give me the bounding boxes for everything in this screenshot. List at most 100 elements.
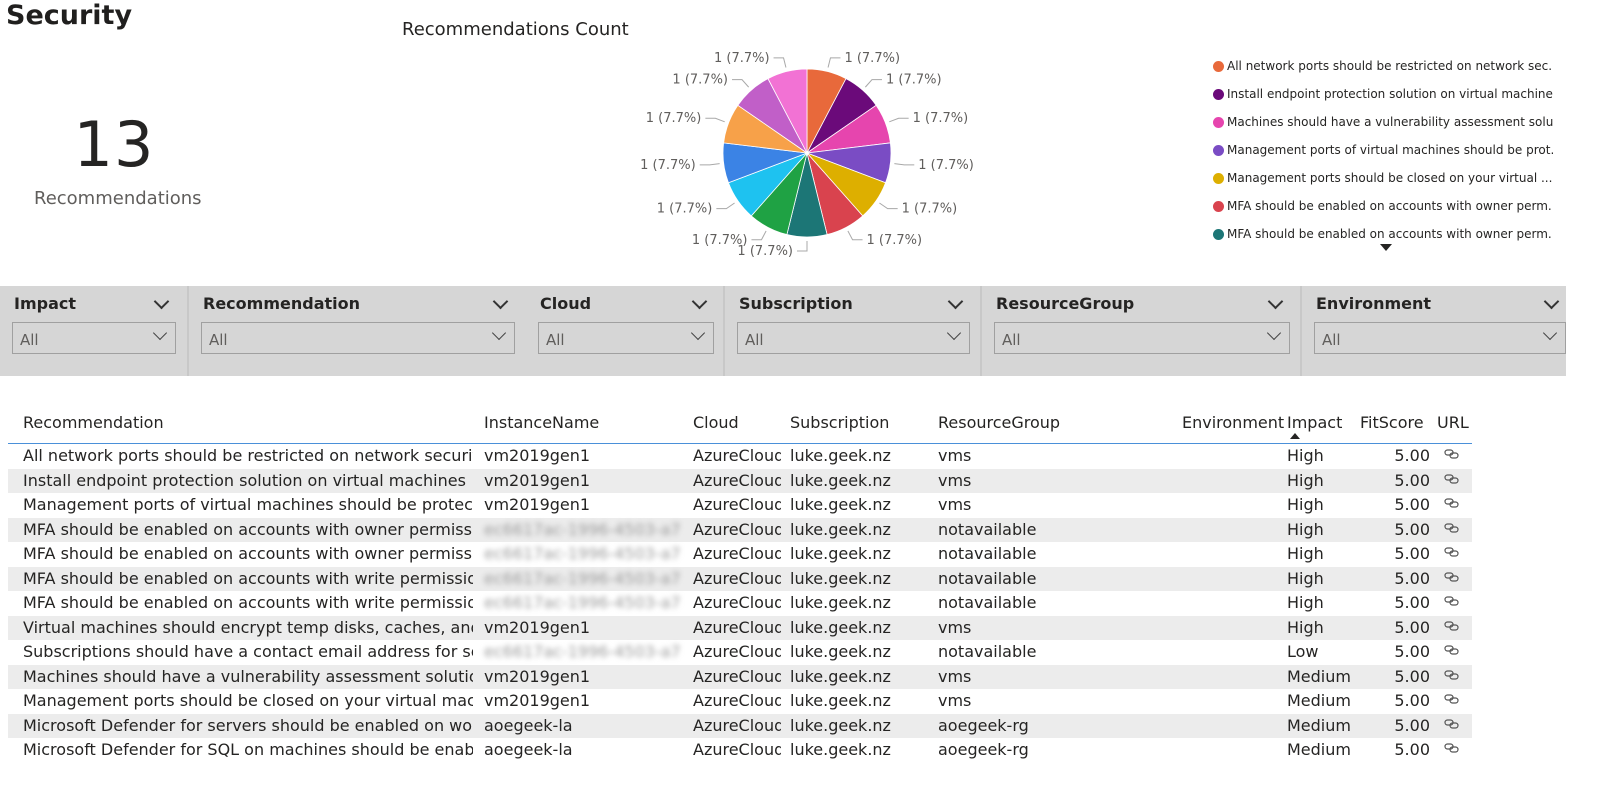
link-icon[interactable] bbox=[1444, 570, 1460, 584]
pie-data-label: 1 (7.7%) bbox=[918, 158, 974, 173]
slicer-selected-value: All bbox=[546, 331, 565, 349]
slicer-dropdown[interactable]: All bbox=[737, 322, 970, 354]
legend-item[interactable]: MFA should be enabled on accounts with o… bbox=[1213, 220, 1553, 248]
slicer-title: Recommendation bbox=[203, 294, 360, 313]
link-icon[interactable] bbox=[1444, 447, 1460, 461]
table-cell-subscription: luke.geek.nz bbox=[790, 593, 891, 612]
sort-ascending-icon[interactable] bbox=[1290, 433, 1300, 439]
table-cell-impact: High bbox=[1287, 446, 1324, 465]
column-header-recommendation[interactable]: Recommendation bbox=[23, 413, 164, 432]
table-row[interactable]: MFA should be enabled on accounts with w… bbox=[8, 591, 1472, 616]
legend-item[interactable]: MFA should be enabled on accounts with o… bbox=[1213, 192, 1553, 220]
link-icon[interactable] bbox=[1444, 741, 1460, 755]
filter-bar: Impact All Recommendation All Cloud All Subscr… bbox=[0, 286, 1566, 376]
table-cell-resourcegroup: notavailable bbox=[938, 642, 1037, 661]
legend-item[interactable]: All network ports should be restricted o… bbox=[1213, 52, 1553, 80]
pie-leader-line bbox=[847, 230, 863, 241]
table-row[interactable]: MFA should be enabled on accounts with w… bbox=[8, 566, 1472, 591]
slicer-title: ResourceGroup bbox=[996, 294, 1135, 313]
table-row[interactable]: MFA should be enabled on accounts with o… bbox=[8, 542, 1472, 567]
legend-color-dot bbox=[1213, 172, 1224, 184]
table-row[interactable]: Management ports should be closed on you… bbox=[8, 689, 1472, 714]
chevron-down-icon[interactable] bbox=[947, 293, 964, 310]
table-cell-recommendation: Microsoft Defender for SQL on machines s… bbox=[23, 740, 473, 759]
table-cell-resourcegroup: notavailable bbox=[938, 544, 1037, 563]
legend-item[interactable]: Install endpoint protection solution on … bbox=[1213, 80, 1553, 108]
table-cell-cloud: AzureCloud bbox=[693, 617, 781, 637]
link-icon[interactable] bbox=[1444, 692, 1460, 706]
pie-leader-line bbox=[797, 241, 808, 252]
legend-label: Machines should have a vulnerability ass… bbox=[1227, 115, 1553, 129]
legend-item[interactable]: Management ports of virtual machines sho… bbox=[1213, 136, 1553, 164]
legend-label: Management ports should be closed on you… bbox=[1227, 171, 1553, 185]
chart-legend: All network ports should be restricted o… bbox=[1213, 52, 1553, 248]
column-header-impact[interactable]: Impact bbox=[1287, 413, 1343, 432]
link-icon[interactable] bbox=[1444, 545, 1460, 559]
pie-data-label: 1 (7.7%) bbox=[844, 51, 900, 66]
legend-label: All network ports should be restricted o… bbox=[1227, 59, 1553, 73]
recommendations-pie-chart[interactable]: 1 (7.7%)1 (7.7%)1 (7.7%)1 (7.7%)1 (7.7%)… bbox=[600, 48, 1020, 268]
slicer-selected-value: All bbox=[1322, 331, 1341, 349]
table-cell-impact: Low bbox=[1287, 642, 1319, 661]
table-cell-instancename: aoegeek-la bbox=[484, 740, 573, 759]
table-row[interactable]: Microsoft Defender for SQL on machines s… bbox=[8, 738, 1472, 763]
link-icon[interactable] bbox=[1444, 472, 1460, 486]
table-cell-recommendation: Subscriptions should have a contact emai… bbox=[23, 642, 473, 661]
table-cell-impact: High bbox=[1287, 495, 1324, 514]
link-icon[interactable] bbox=[1444, 619, 1460, 633]
table-cell-recommendation: Management ports of virtual machines sho… bbox=[23, 495, 473, 514]
slicer-dropdown[interactable]: All bbox=[538, 322, 714, 354]
column-header-fitscore[interactable]: FitScore bbox=[1360, 413, 1424, 432]
link-icon[interactable] bbox=[1444, 594, 1460, 608]
column-header-url[interactable]: URL bbox=[1437, 413, 1469, 432]
chevron-down-icon[interactable] bbox=[1267, 293, 1284, 310]
slicer-dropdown[interactable]: All bbox=[201, 322, 515, 354]
column-header-environment[interactable]: Environment bbox=[1182, 413, 1285, 432]
table-cell-subscription: luke.geek.nz bbox=[790, 568, 891, 588]
table-cell-recommendation: MFA should be enabled on accounts with o… bbox=[23, 544, 473, 563]
chevron-down-icon[interactable] bbox=[1543, 293, 1560, 310]
legend-more-arrow-icon[interactable] bbox=[1380, 244, 1392, 251]
legend-color-dot bbox=[1213, 60, 1224, 72]
table-row[interactable]: Install endpoint protection solution on … bbox=[8, 468, 1472, 493]
pie-data-label: 1 (7.7%) bbox=[640, 158, 696, 173]
slicer-dropdown[interactable]: All bbox=[994, 322, 1290, 354]
table-row[interactable]: Microsoft Defender for servers should be… bbox=[8, 713, 1472, 738]
column-header-instancename[interactable]: InstanceName bbox=[484, 413, 600, 432]
table-cell-impact: Medium bbox=[1287, 715, 1351, 735]
table-row[interactable]: Management ports of virtual machines sho… bbox=[8, 493, 1472, 518]
pie-leader-line bbox=[879, 202, 898, 210]
link-icon[interactable] bbox=[1444, 496, 1460, 510]
chevron-down-icon[interactable] bbox=[153, 293, 170, 310]
slicer-dropdown[interactable]: All bbox=[12, 322, 176, 354]
link-icon[interactable] bbox=[1444, 717, 1460, 731]
table-cell-instancename: vm2019gen1 bbox=[484, 666, 591, 686]
link-icon[interactable] bbox=[1444, 643, 1460, 657]
pie-leader-line bbox=[716, 202, 735, 210]
legend-item[interactable]: Machines should have a vulnerability ass… bbox=[1213, 108, 1553, 136]
pie-leader-line bbox=[732, 79, 750, 88]
table-cell-instancename: vm2019gen1 bbox=[484, 691, 591, 710]
chevron-down-icon bbox=[152, 325, 168, 341]
link-icon[interactable] bbox=[1444, 668, 1460, 682]
table-row[interactable]: Virtual machines should encrypt temp dis… bbox=[8, 615, 1472, 640]
column-header-resourcegroup[interactable]: ResourceGroup bbox=[938, 413, 1061, 432]
slicer-title: Impact bbox=[14, 294, 77, 313]
column-header-subscription[interactable]: Subscription bbox=[790, 413, 890, 432]
table-row[interactable]: Subscriptions should have a contact emai… bbox=[8, 640, 1472, 665]
table-row[interactable]: All network ports should be restricted o… bbox=[8, 444, 1472, 469]
chevron-down-icon[interactable] bbox=[492, 293, 509, 310]
table-cell-fitscore: 5.00 bbox=[1394, 715, 1430, 735]
column-header-cloud[interactable]: Cloud bbox=[693, 413, 739, 432]
legend-label: MFA should be enabled on accounts with o… bbox=[1227, 227, 1553, 241]
legend-item[interactable]: Management ports should be closed on you… bbox=[1213, 164, 1553, 192]
table-cell-recommendation: Install endpoint protection solution on … bbox=[23, 470, 466, 490]
pie-slice[interactable] bbox=[767, 68, 808, 154]
slicer-dropdown[interactable]: All bbox=[1314, 322, 1566, 354]
chevron-down-icon[interactable] bbox=[691, 293, 708, 310]
link-icon[interactable] bbox=[1444, 521, 1460, 535]
table-row[interactable]: MFA should be enabled on accounts with o… bbox=[8, 517, 1472, 542]
table-row[interactable]: Machines should have a vulnerability ass… bbox=[8, 664, 1472, 689]
chevron-down-icon bbox=[1266, 325, 1282, 341]
pie-data-label: 1 (7.7%) bbox=[692, 233, 748, 248]
